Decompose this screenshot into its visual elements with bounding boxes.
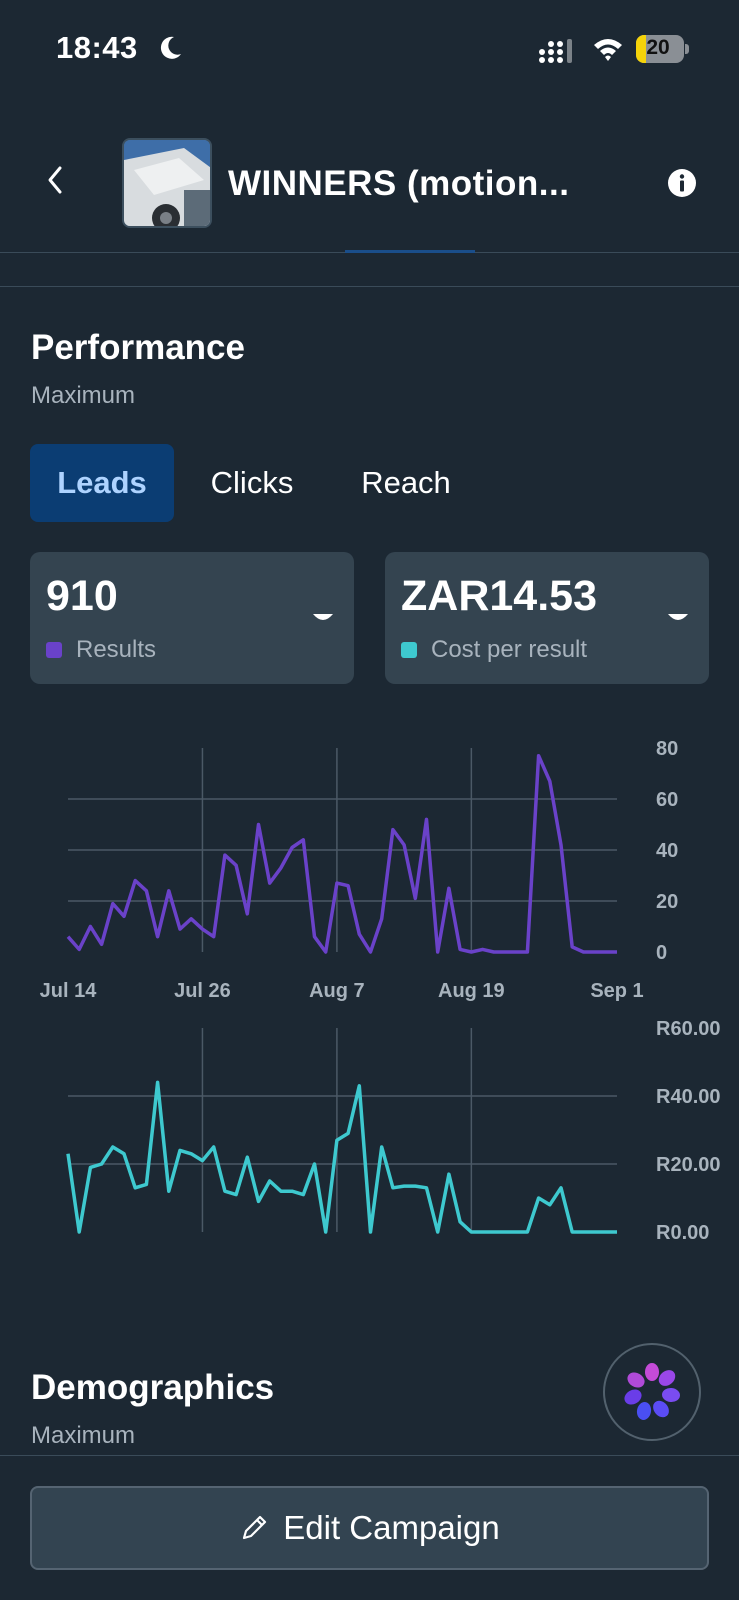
meta-ai-button[interactable] [603,1343,701,1441]
x-tick-label: Jul 14 [40,980,98,1002]
y-tick-label: R20.00 [656,1154,721,1176]
cost-per-result-value: ZAR14.53 [401,572,597,620]
signal-icon [539,39,572,63]
performance-subtitle: Maximum [31,382,136,409]
campaign-thumbnail [122,138,212,228]
section-divider [0,286,739,287]
meta-ai-icon [624,1363,680,1420]
demographics-subtitle: Maximum [31,1422,136,1449]
demographics-title: Demographics [31,1368,275,1407]
results-line-chart: 80 60 40 20 0 Jul 14 Jul 26 Aug 7 Aug 19 Sep 1 [40,738,679,1002]
cost-per-result-card[interactable]: ZAR14.53 Cost per result [385,552,709,684]
caret-down-icon [313,614,333,620]
y-tick-label: R40.00 [656,1086,721,1108]
tab-reach[interactable]: Reach [361,465,451,500]
edit-campaign-label: Edit Campaign [283,1509,500,1546]
x-tick-label: Aug 19 [438,980,505,1002]
tab-clicks[interactable]: Clicks [210,465,294,500]
battery-indicator: 20 [636,35,689,63]
series-line [66,753,617,954]
results-label: Results [76,636,157,663]
wifi-icon [594,39,622,61]
status-time: 18:43 [56,30,138,65]
pencil-icon [243,1515,267,1540]
results-legend-swatch [46,642,62,658]
results-value: 910 [46,572,118,620]
x-tick-label: Sep 1 [590,980,643,1002]
footer-divider [0,1455,739,1456]
performance-title: Performance [31,328,245,367]
x-tick-label: Aug 7 [309,980,365,1002]
chevron-left-icon[interactable] [40,162,70,198]
tab-leads[interactable]: Leads [30,444,174,522]
cost-per-result-label: Cost per result [431,636,588,663]
y-tick-label: 0 [656,942,667,964]
moon-icon [160,36,181,59]
cost-chart: R60.00 R40.00 R20.00 R0.00 [0,1010,739,1250]
info-icon[interactable] [667,168,697,198]
cost-legend-swatch [401,642,417,658]
battery-text: 20 [646,36,670,59]
results-card[interactable]: 910 Results [30,552,354,684]
y-tick-label: R60.00 [656,1018,721,1040]
series-line [66,1080,617,1234]
campaign-header: WINNERS (motion... [0,120,739,250]
caret-down-icon [668,614,688,620]
y-tick-label: 80 [656,738,678,760]
x-tick-label: Jul 26 [174,980,231,1002]
cost-line-chart: R60.00 R40.00 R20.00 R0.00 [66,1018,721,1244]
y-tick-label: R0.00 [656,1222,709,1244]
campaign-title: WINNERS (motion... [228,164,570,203]
results-chart: 80 60 40 20 0 Jul 14 Jul 26 Aug 7 Aug 19 Sep 1 [0,730,739,1010]
status-bar: 18:43 20 [0,0,739,100]
edit-campaign-button[interactable]: Edit Campaign [30,1486,709,1570]
y-tick-label: 60 [656,789,678,811]
y-tick-label: 20 [656,891,678,913]
battery-fill [636,35,646,63]
tab-indicator [345,250,475,253]
y-tick-label: 40 [656,840,678,862]
